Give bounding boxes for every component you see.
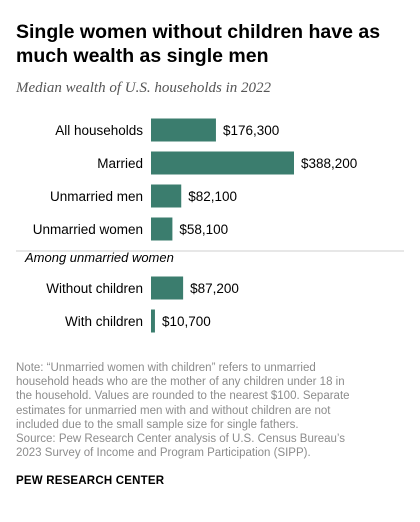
category-label: All households	[55, 123, 143, 138]
category-label: Unmarried women	[33, 222, 143, 237]
note-line: Note: “Unmarried women with children” re…	[16, 362, 316, 374]
bar	[151, 118, 216, 142]
data-label: $10,700	[162, 314, 211, 329]
bar	[151, 276, 184, 300]
data-label: $87,200	[190, 281, 239, 296]
note-line: the household. Values are rounded to the…	[16, 390, 350, 403]
chart-title: Single women without children have as mu…	[16, 21, 381, 67]
bar-chart: All households $176,300 Married $388,200 Unm…	[16, 118, 404, 333]
category-label: Married	[97, 156, 143, 171]
data-label: $176,300	[223, 123, 279, 138]
note-line: included due to the small sample size fo…	[16, 418, 299, 431]
chart-note: Note: “Unmarried women with children” re…	[16, 361, 411, 460]
bar	[151, 184, 182, 208]
chart-subtitle: Median wealth of U.S. households in 2022	[16, 80, 271, 96]
category-label: With children	[65, 314, 143, 329]
group-heading: Among unmarried women	[24, 250, 174, 265]
bar	[151, 309, 155, 333]
note-line: estimates for unmarried men with and wit…	[16, 404, 331, 417]
data-label: $58,100	[179, 222, 228, 237]
source-line: 2023 Survey of Income and Program Partic…	[16, 447, 311, 460]
note-line: household heads who are the mother of an…	[16, 376, 345, 389]
category-label: Unmarried men	[50, 189, 143, 204]
source-line: Source: Pew Research Center analysis of …	[16, 433, 345, 446]
bar	[151, 217, 173, 241]
data-label: $388,200	[301, 156, 357, 171]
data-label: $82,100	[188, 189, 237, 204]
category-label: Without children	[46, 281, 143, 296]
bar	[151, 151, 294, 175]
brand-logo-text: PEW RESEARCH CENTER	[16, 475, 165, 487]
